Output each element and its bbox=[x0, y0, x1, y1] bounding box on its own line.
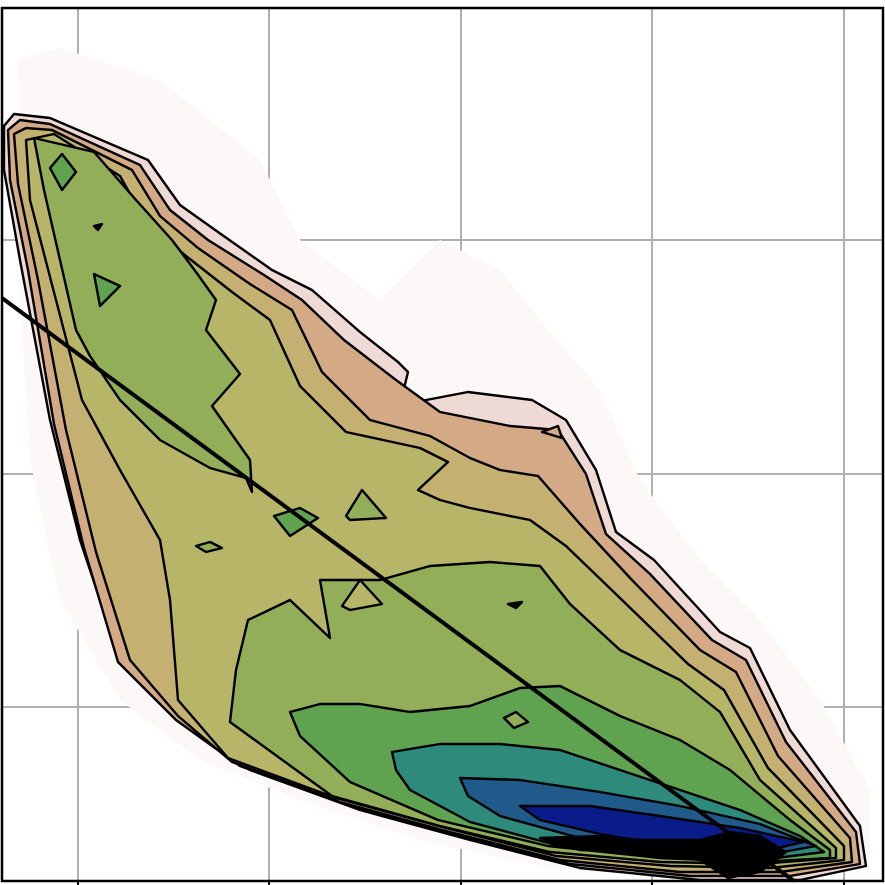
contour-island-7 bbox=[502, 710, 530, 730]
contour-fills bbox=[2, 48, 870, 882]
contour-island-1 bbox=[48, 152, 78, 192]
contour-level-5 bbox=[32, 136, 254, 494]
contour-island-8 bbox=[540, 424, 564, 440]
contour-island-5 bbox=[340, 578, 384, 612]
plot-frame bbox=[0, 6, 885, 883]
contour-level-10 bbox=[538, 830, 788, 880]
contour-island-9 bbox=[92, 222, 104, 232]
contour-island-4 bbox=[344, 488, 388, 522]
fit-line bbox=[0, 296, 796, 883]
tick-marks bbox=[77, 881, 845, 885]
contour-island-10 bbox=[506, 600, 524, 610]
contour-island-6 bbox=[194, 540, 224, 554]
contour-island-2 bbox=[92, 272, 122, 308]
